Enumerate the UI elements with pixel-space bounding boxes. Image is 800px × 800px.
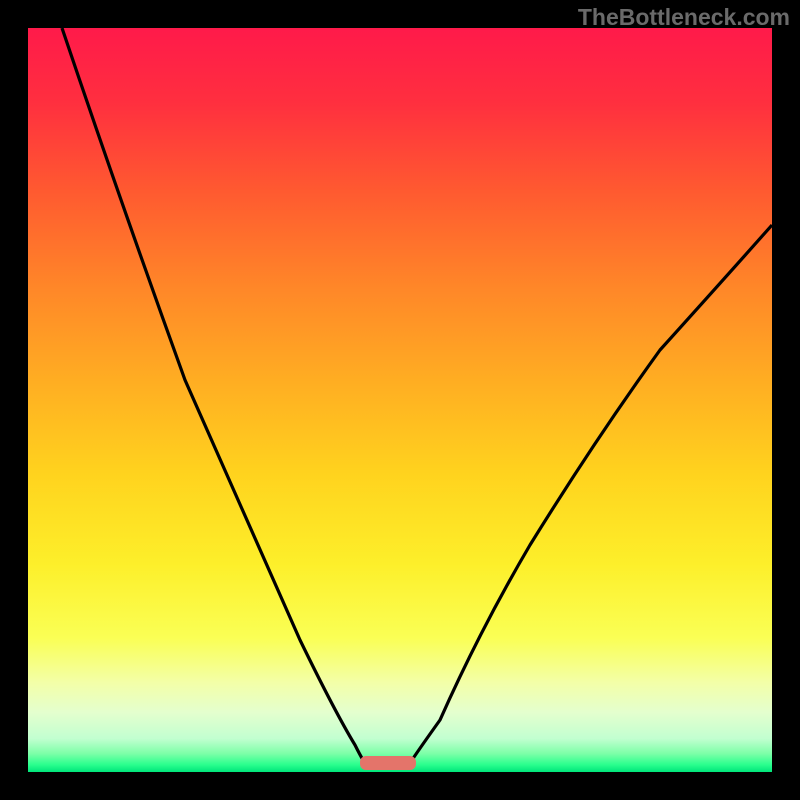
plot-area bbox=[28, 28, 772, 772]
watermark-text: TheBottleneck.com bbox=[578, 4, 790, 31]
left-curve bbox=[62, 28, 363, 760]
bottleneck-marker bbox=[360, 756, 416, 770]
right-curve bbox=[412, 225, 772, 760]
chart-container: TheBottleneck.com bbox=[0, 0, 800, 800]
curves-svg bbox=[28, 28, 772, 772]
